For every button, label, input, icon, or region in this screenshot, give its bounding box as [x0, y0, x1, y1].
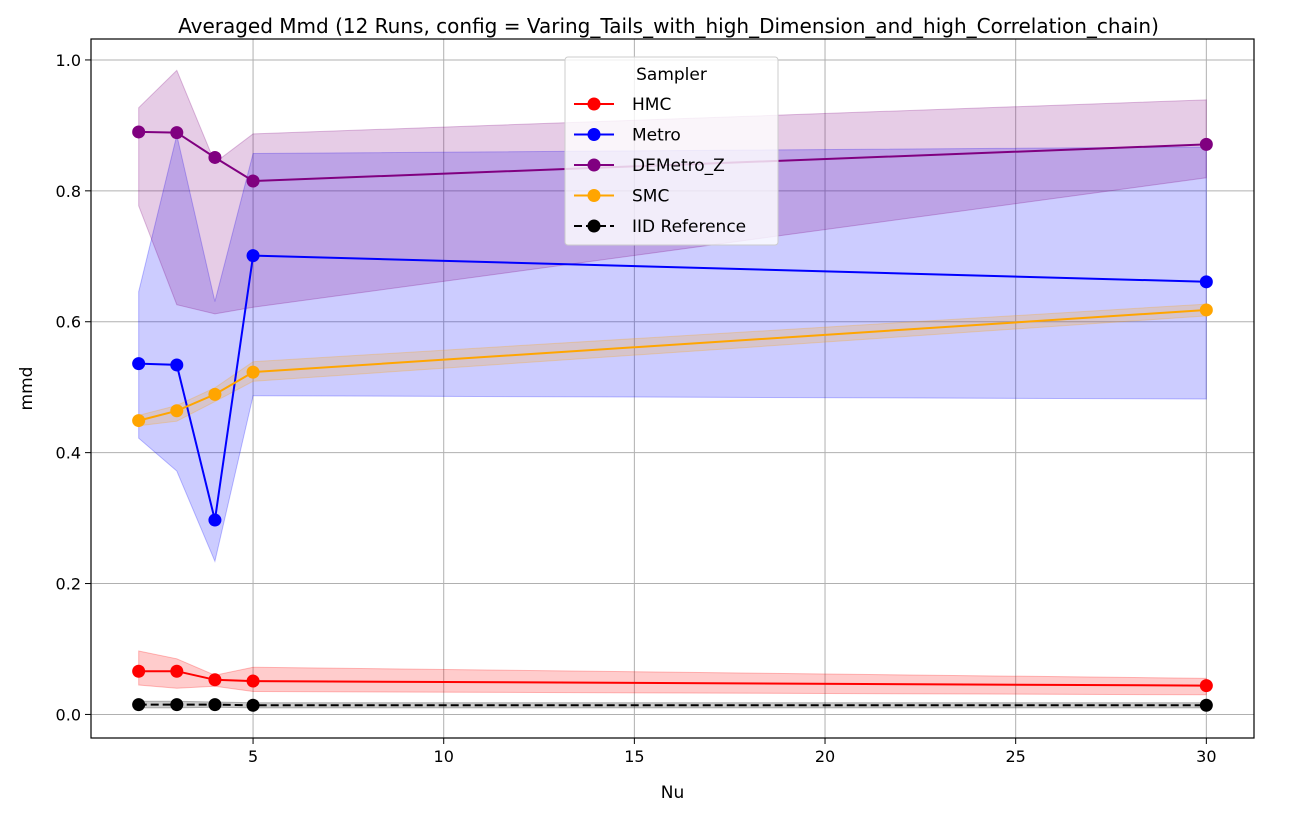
x-tick-label: 15	[624, 747, 644, 766]
legend-label-demetro-z: DEMetro_Z	[632, 156, 725, 176]
legend-entries: HMC Metro DEMetro_Z SMC IID Reference	[574, 95, 746, 237]
band-metro	[138, 135, 1207, 563]
y-tick-label: 1.0	[56, 51, 81, 70]
legend-marker-hmc	[587, 97, 601, 111]
point-hmc	[1199, 679, 1213, 693]
x-tick-label: 30	[1196, 747, 1216, 766]
point-hmc	[208, 673, 222, 687]
point-smc	[170, 404, 184, 418]
point-metro	[246, 249, 260, 263]
plot-frame	[90, 38, 1255, 739]
y-tick-label: 0.0	[56, 705, 81, 724]
point-demetro-z	[246, 174, 260, 188]
legend-box	[564, 56, 779, 246]
legend-title: Sampler	[636, 65, 707, 85]
point-metro	[208, 513, 222, 527]
point-smc	[132, 414, 146, 428]
point-layer	[132, 125, 1213, 712]
point-metro	[1199, 275, 1213, 289]
x-tick-label: 20	[815, 747, 835, 766]
point-iid-reference	[246, 698, 260, 712]
point-hmc	[246, 674, 260, 688]
x-axis-label: Nu	[661, 783, 685, 803]
legend-label-hmc: HMC	[632, 95, 671, 115]
x-tick-label: 25	[1006, 747, 1026, 766]
point-smc	[1199, 303, 1213, 317]
legend-label-smc: SMC	[632, 187, 669, 207]
point-smc	[246, 365, 260, 379]
point-iid-reference	[1199, 698, 1213, 712]
tick-layer: 5 10 15 20 25 30 0.0 0.2 0.4 0.6 0.8 1.0	[56, 51, 1217, 766]
legend: Sampler HMC Metro DEMetro_Z SMC IID Referenc…	[564, 56, 779, 246]
point-iid-reference	[170, 698, 184, 712]
point-hmc	[170, 664, 184, 678]
point-iid-reference	[132, 698, 146, 712]
y-tick-label: 0.2	[56, 575, 81, 594]
point-demetro-z	[1199, 137, 1213, 151]
y-axis-label: mmd	[17, 367, 37, 411]
point-metro	[170, 358, 184, 372]
legend-marker-metro	[587, 128, 601, 141]
point-hmc	[132, 664, 146, 678]
legend-marker-demetro-z	[587, 158, 601, 172]
y-tick-label: 0.6	[56, 313, 81, 332]
line-iid-reference	[138, 703, 1207, 707]
point-demetro-z	[208, 150, 222, 164]
point-iid-reference	[208, 698, 222, 712]
legend-label-iid-reference: IID Reference	[632, 217, 746, 237]
chart-title: Averaged Mmd (12 Runs, config = Varing_T…	[178, 14, 1159, 38]
point-smc	[208, 387, 222, 401]
x-tick-label: 10	[434, 747, 454, 766]
legend-marker-iid-reference	[587, 219, 601, 233]
x-tick-label: 5	[248, 747, 258, 766]
legend-label-metro: Metro	[632, 126, 681, 146]
legend-marker-smc	[587, 189, 601, 202]
point-metro	[132, 357, 146, 371]
y-tick-label: 0.8	[56, 182, 81, 201]
point-demetro-z	[170, 126, 184, 140]
y-tick-label: 0.4	[56, 444, 81, 463]
point-demetro-z	[132, 125, 146, 139]
